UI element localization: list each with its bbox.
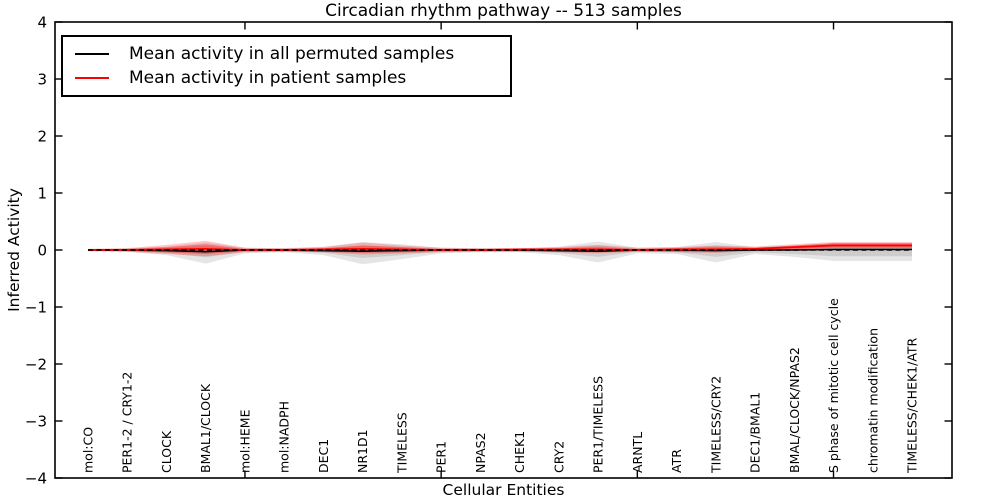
x-category-label: DEC1/BMAL1	[748, 392, 763, 473]
x-category-label: PER1/TIMELESS	[591, 376, 606, 473]
band-patient-spread-inner	[88, 243, 912, 254]
legend-box: Mean activity in all permuted samples Mea…	[61, 35, 512, 97]
x-category-label: CRY2	[551, 441, 566, 473]
x-category-label: BMAL/CLOCK/NPAS2	[787, 347, 802, 473]
y-tick-label: −4	[25, 470, 47, 488]
legend-entry-patient: Mean activity in patient samples	[75, 66, 510, 90]
x-category-label: ARNTL	[630, 432, 645, 473]
y-tick-label: −1	[25, 299, 47, 317]
x-category-label: mol:HEME	[237, 409, 252, 473]
x-category-label: S phase of mitotic cell cycle	[826, 298, 841, 473]
y-tick-label: −3	[25, 413, 47, 431]
y-tick-label: 4	[37, 14, 47, 32]
x-category-label: mol:CO	[81, 427, 96, 473]
y-tick-label: 3	[37, 71, 47, 89]
x-category-label: CLOCK	[159, 430, 174, 473]
y-tick-label: 0	[37, 242, 47, 260]
x-category-label: mol:NADPH	[277, 401, 292, 473]
x-category-label: PER1-2 / CRY1-2	[120, 372, 135, 473]
band-patient-spread-outer	[88, 240, 912, 257]
x-category-label: TIMELESS	[394, 412, 409, 474]
y-tick-label: −2	[25, 356, 47, 374]
x-category-label: chromatin modification	[865, 328, 880, 473]
x-category-label: TIMELESS/CRY2	[708, 376, 723, 474]
x-category-label: PER1	[434, 441, 449, 473]
legend-entry-permuted: Mean activity in all permuted samples	[75, 42, 510, 66]
legend-line-swatch-patient	[75, 77, 109, 79]
x-category-label: NR1D1	[355, 429, 370, 473]
legend-label: Mean activity in patient samples	[129, 68, 407, 88]
x-category-label: DEC1	[316, 439, 331, 473]
legend-line-swatch-permuted	[75, 53, 109, 55]
band-permuted-spread-outer	[88, 241, 912, 265]
x-category-label: CHEK1	[512, 431, 527, 473]
legend-label: Mean activity in all permuted samples	[129, 44, 455, 64]
x-category-label: ATR	[669, 449, 684, 473]
x-axis-label: Cellular Entities	[442, 481, 565, 499]
x-category-label: NPAS2	[473, 432, 488, 473]
x-category-label: BMAL1/CLOCK	[198, 383, 213, 473]
y-axis-label: Inferred Activity	[5, 188, 23, 312]
x-category-label: TIMELESS/CHEK1/ATR	[905, 337, 920, 474]
y-tick-label: 2	[37, 128, 47, 146]
y-tick-label: 1	[37, 185, 47, 203]
chart-title: Circadian rhythm pathway -- 513 samples	[325, 1, 682, 21]
